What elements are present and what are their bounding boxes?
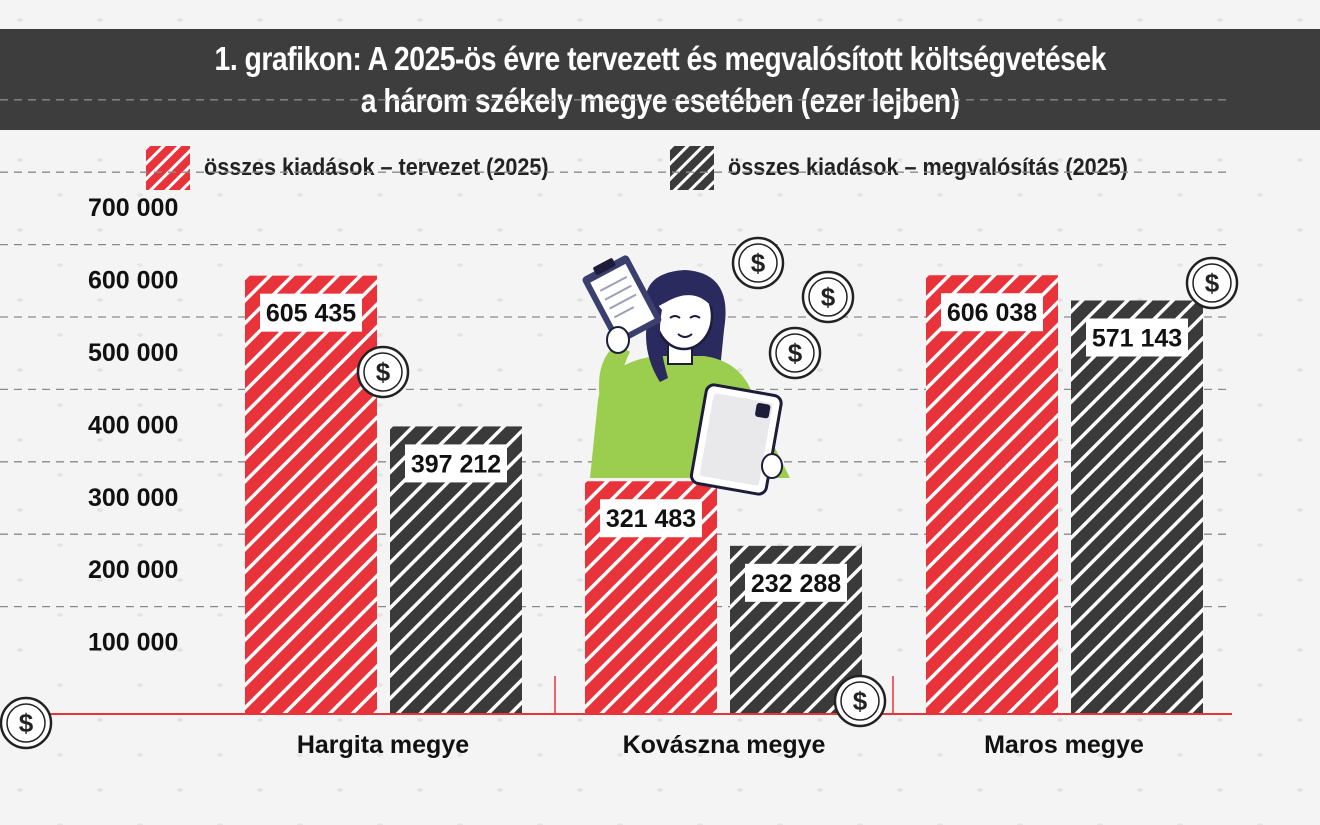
value-label-box bbox=[405, 444, 507, 483]
bar-planned bbox=[245, 275, 377, 714]
dollar-coin-icon bbox=[731, 236, 785, 290]
dollar-coin-icon bbox=[1185, 256, 1239, 310]
category-label: Kovászna megye bbox=[623, 731, 826, 759]
chart-title-line-1: 1. grafikon: A 2025-ös évre tervezett és… bbox=[214, 39, 1106, 77]
legend-swatch-actual bbox=[670, 146, 714, 190]
legend: összes kiadások – tervezet (2025) összes… bbox=[0, 146, 1320, 192]
category-label: Hargita megye bbox=[297, 731, 469, 759]
category-label: Maros megye bbox=[984, 731, 1144, 759]
y-tick-label: 200 000 bbox=[88, 556, 178, 584]
x-axis-categories: Hargita megye Kovászna megye Maros megye bbox=[297, 731, 1144, 759]
dollar-coin-icon bbox=[801, 270, 855, 324]
legend-label-planned: összes kiadások – tervezet (2025) bbox=[204, 154, 549, 181]
legend-item-planned: összes kiadások – tervezet (2025) bbox=[146, 146, 587, 190]
y-tick-label: 500 000 bbox=[88, 339, 178, 367]
value-label: 232 288 bbox=[751, 570, 841, 598]
dollar-coin-icon bbox=[356, 345, 410, 399]
chart-title-bar: 1. grafikon: A 2025-ös évre tervezett és… bbox=[0, 29, 1320, 130]
dollar-coin-icon bbox=[0, 696, 53, 750]
value-label-box bbox=[745, 563, 847, 602]
y-tick-label: 300 000 bbox=[88, 484, 178, 512]
value-label-box bbox=[260, 293, 362, 332]
value-label: 397 212 bbox=[411, 450, 501, 478]
woman-with-clipboard-and-tablet-illustration bbox=[582, 255, 790, 496]
y-tick-label: 600 000 bbox=[88, 267, 178, 295]
value-label-box bbox=[941, 293, 1043, 332]
y-tick-label: 100 000 bbox=[88, 629, 178, 657]
legend-swatch-planned bbox=[146, 146, 190, 190]
value-labels: 605 435 397 212 321 483 232 288 606 038 571 1… bbox=[260, 293, 1188, 602]
value-label-box bbox=[1086, 318, 1188, 357]
value-label: 606 038 bbox=[947, 299, 1037, 327]
legend-item-actual: összes kiadások – megvalósítás (2025) bbox=[670, 146, 1172, 190]
value-label-box bbox=[600, 499, 702, 538]
bars bbox=[245, 275, 1203, 714]
y-tick-label: 400 000 bbox=[88, 411, 178, 439]
value-label: 605 435 bbox=[266, 300, 356, 328]
y-tick-label: 700 000 bbox=[88, 194, 178, 222]
bar-planned bbox=[926, 275, 1058, 714]
dollar-coin-icon bbox=[833, 674, 887, 728]
bar-actual bbox=[1071, 300, 1203, 714]
value-label: 571 143 bbox=[1092, 324, 1182, 352]
value-label: 321 483 bbox=[606, 505, 696, 533]
dollar-coin-icon bbox=[768, 326, 822, 380]
y-axis-ticks: 100 000 200 000 300 000 400 000 500 000 600 0… bbox=[88, 194, 178, 656]
legend-label-actual: összes kiadások – megvalósítás (2025) bbox=[728, 154, 1128, 181]
